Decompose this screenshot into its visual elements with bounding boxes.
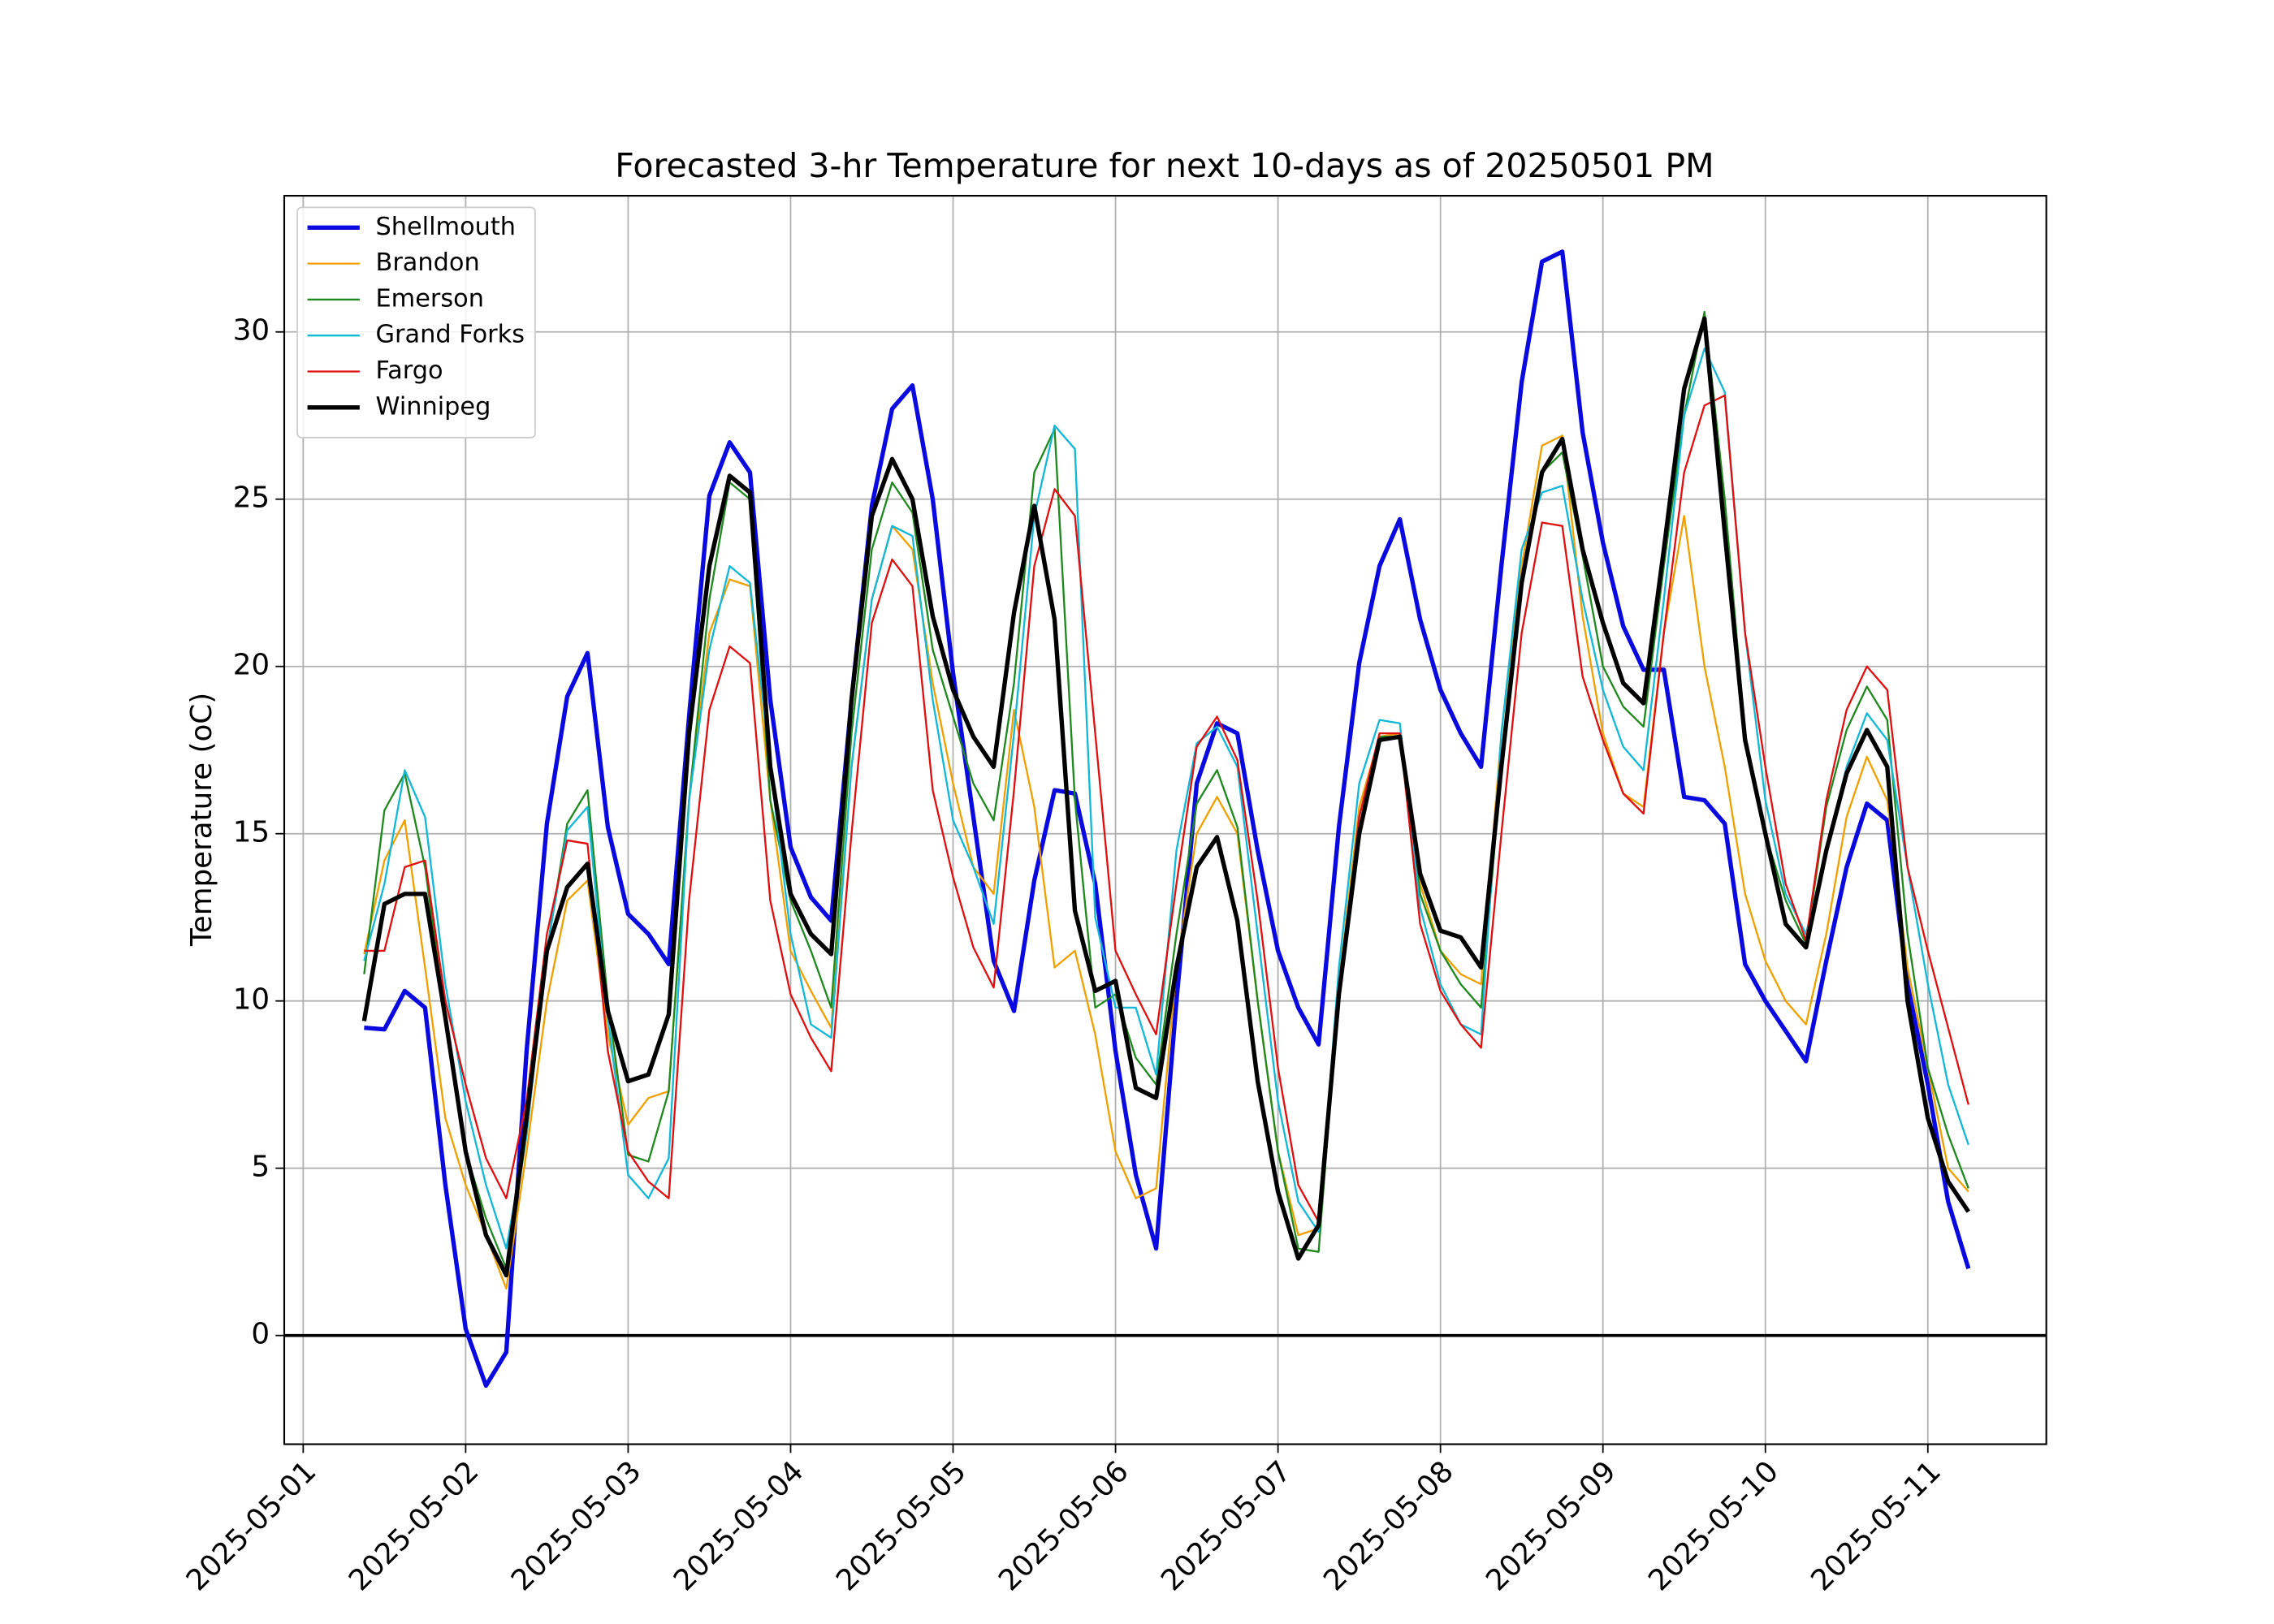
x-tick-label: 2025-05-09	[1480, 1455, 1623, 1598]
x-tick-label: 2025-05-07	[1155, 1455, 1298, 1598]
x-tick-label: 2025-05-05	[830, 1455, 973, 1598]
y-tick-label: 20	[233, 649, 270, 682]
y-tick-label: 25	[233, 482, 270, 515]
plot-frame	[283, 195, 2047, 1445]
x-tick-label: 2025-05-02	[343, 1455, 486, 1598]
x-tick-label: 2025-05-08	[1317, 1455, 1460, 1598]
x-tick-label: 2025-05-01	[180, 1455, 323, 1598]
legend-label: Grand Forks	[376, 321, 525, 349]
x-tick-label: 2025-05-04	[668, 1455, 811, 1598]
y-tick-label: 10	[233, 983, 270, 1017]
series-line	[361, 316, 1971, 1278]
legend-label: Winnipeg	[376, 392, 491, 421]
y-tick-label: 15	[233, 816, 270, 849]
series-line	[364, 394, 1969, 1223]
x-tick-label: 2025-05-11	[1805, 1455, 1948, 1598]
chart-title: Forecasted 3-hr Temperature for next 10-…	[615, 146, 1714, 185]
x-tick-label: 2025-05-03	[505, 1455, 648, 1598]
legend-label: Fargo	[376, 356, 443, 385]
y-tick-label: 30	[233, 314, 270, 348]
legend: Shellmouth Brandon Emerson Grand Forks Fargo…	[296, 206, 536, 438]
legend-label: Brandon	[376, 248, 480, 277]
y-tick-label: 5	[251, 1151, 270, 1184]
legend-label: Emerson	[376, 284, 484, 313]
y-axis-label: Temperature (oC)	[185, 693, 218, 947]
series-line	[363, 434, 1969, 1290]
series-line	[364, 249, 1971, 1389]
x-tick-label: 2025-05-10	[1642, 1455, 1785, 1598]
x-tick-label: 2025-05-06	[992, 1455, 1135, 1598]
y-tick-label: 0	[251, 1318, 270, 1351]
legend-box	[296, 206, 536, 438]
legend-label: Shellmouth	[376, 213, 517, 241]
